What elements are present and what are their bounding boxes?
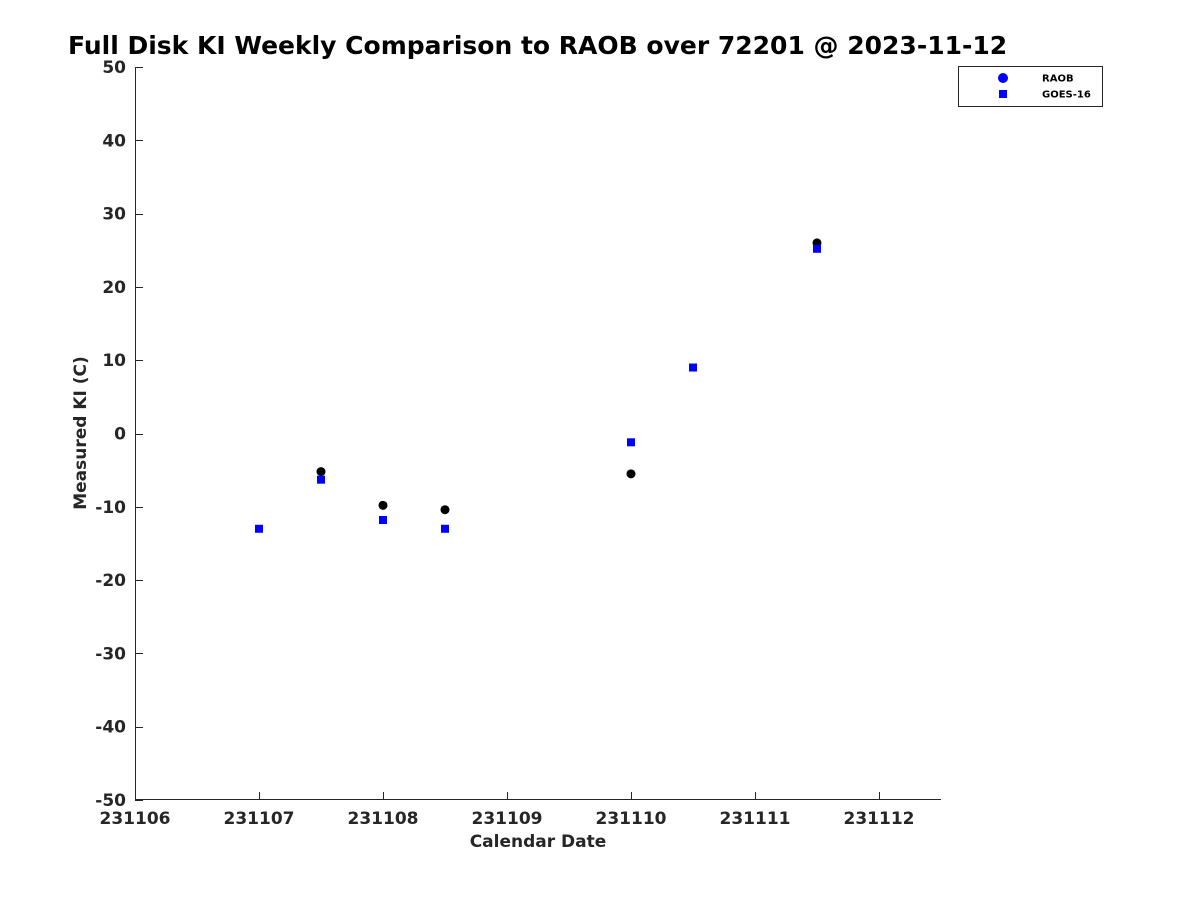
- x-tick-label: 231109: [472, 809, 543, 829]
- point-goes-16: [317, 475, 325, 484]
- point-goes-16: [441, 524, 449, 533]
- y-tick-label: 0: [114, 425, 126, 445]
- y-tick-label: 10: [102, 351, 126, 371]
- legend-marker-raob: [998, 73, 1008, 83]
- chart-title: Full Disk KI Weekly Comparison to RAOB o…: [68, 31, 1007, 60]
- axes: [135, 67, 941, 800]
- x-tick-label: 231111: [720, 809, 791, 829]
- x-tick-label: 231108: [348, 809, 419, 829]
- y-tick-label: 20: [102, 278, 126, 298]
- y-tick-label: -30: [95, 644, 126, 664]
- y-tick-label: 30: [102, 205, 126, 225]
- y-axis-label: Measured KI (C): [71, 356, 91, 510]
- x-tick-label: 231107: [224, 809, 295, 829]
- y-tick-label: 50: [102, 58, 126, 78]
- y-tick-label: 40: [102, 131, 126, 151]
- legend-label: RAOB: [1042, 74, 1074, 85]
- point-raob: [440, 505, 450, 515]
- legend-marker-goes-16: [999, 90, 1007, 98]
- data-points: [255, 238, 822, 533]
- y-ticks: 50 40 30 20 10 0 -10 -20 -30 -40 -50: [95, 58, 143, 811]
- y-tick-label: -10: [95, 498, 126, 518]
- x-axis-label: Calendar Date: [470, 832, 607, 852]
- legend-box: [958, 66, 1103, 107]
- point-goes-16: [813, 244, 821, 253]
- point-goes-16: [379, 515, 387, 524]
- point-goes-16: [627, 438, 635, 447]
- legend-label: GOES-16: [1042, 90, 1091, 101]
- point-raob: [626, 469, 636, 479]
- y-tick-label: -50: [95, 791, 126, 811]
- x-ticks: 231106 231107 231108 231109 231110 231111 2311…: [100, 792, 915, 829]
- point-goes-16: [255, 524, 263, 533]
- x-tick-label: 231112: [844, 809, 915, 829]
- x-tick-label: 231110: [596, 809, 667, 829]
- x-tick-label: 231106: [100, 809, 171, 829]
- point-raob: [316, 467, 326, 477]
- point-goes-16: [689, 363, 697, 372]
- point-raob: [378, 500, 388, 510]
- y-tick-label: -20: [95, 571, 126, 591]
- y-tick-label: -40: [95, 718, 126, 738]
- legend: RAOB GOES-16: [958, 66, 1103, 107]
